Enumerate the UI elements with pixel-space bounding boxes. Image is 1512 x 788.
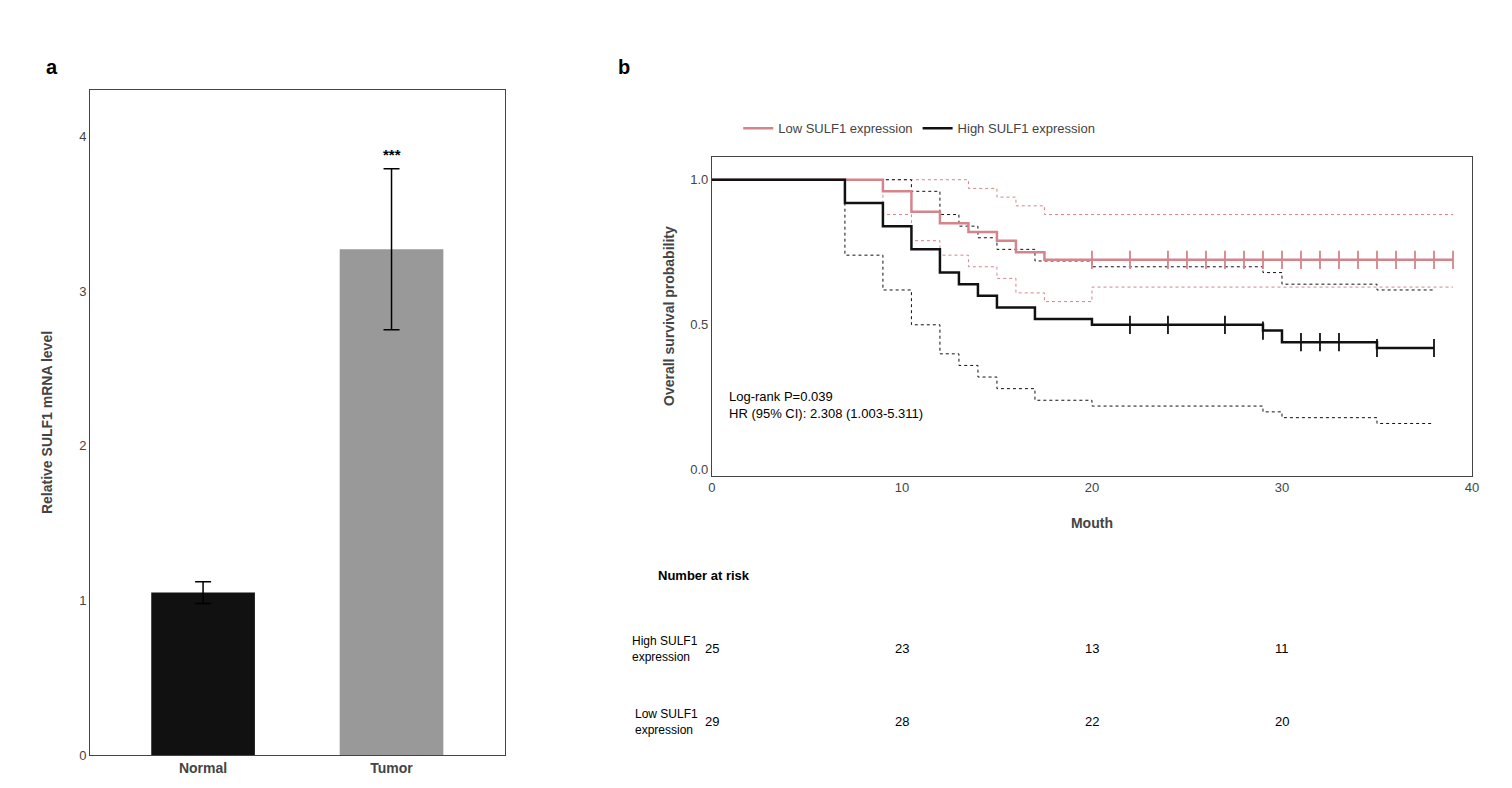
svg-text:0.5: 0.5 <box>690 317 708 332</box>
svg-text:Tumor: Tumor <box>370 760 413 776</box>
svg-text:0.0: 0.0 <box>690 462 708 477</box>
svg-text:4: 4 <box>79 129 86 144</box>
svg-text:High SULF1expression: High SULF1expression <box>632 634 698 664</box>
svg-text:1: 1 <box>79 593 86 608</box>
svg-text:Relative SULF1 mRNA level: Relative SULF1 mRNA level <box>39 331 55 514</box>
svg-text:Low SULF1expression: Low SULF1expression <box>635 707 698 737</box>
svg-text:Low SULF1 expression: Low SULF1 expression <box>778 121 912 136</box>
svg-text:20: 20 <box>1275 714 1289 729</box>
svg-text:***: *** <box>383 146 401 163</box>
svg-text:0: 0 <box>708 480 715 495</box>
svg-text:11: 11 <box>1275 641 1289 656</box>
svg-text:Overall survival probability: Overall survival probability <box>661 226 677 406</box>
svg-text:29: 29 <box>705 714 719 729</box>
svg-text:22: 22 <box>1085 714 1099 729</box>
svg-text:0: 0 <box>79 748 86 763</box>
svg-text:10: 10 <box>895 480 909 495</box>
svg-text:13: 13 <box>1085 641 1099 656</box>
svg-text:30: 30 <box>1275 480 1289 495</box>
svg-text:Number at risk: Number at risk <box>658 568 750 583</box>
svg-text:25: 25 <box>705 641 719 656</box>
svg-text:20: 20 <box>1085 480 1099 495</box>
svg-text:High SULF1 expression: High SULF1 expression <box>958 121 1095 136</box>
svg-text:2: 2 <box>79 438 86 453</box>
svg-text:3: 3 <box>79 284 86 299</box>
svg-text:23: 23 <box>895 641 909 656</box>
svg-text:b: b <box>618 56 630 78</box>
svg-text:a: a <box>46 56 58 78</box>
svg-text:28: 28 <box>895 714 909 729</box>
svg-text:1.0: 1.0 <box>690 172 708 187</box>
svg-text:Normal: Normal <box>179 760 227 776</box>
svg-text:Log-rank P=0.039HR (95% CI): 2: Log-rank P=0.039HR (95% CI): 2.308 (1.00… <box>729 389 923 421</box>
svg-text:40: 40 <box>1465 480 1479 495</box>
svg-text:Mouth: Mouth <box>1071 515 1113 531</box>
